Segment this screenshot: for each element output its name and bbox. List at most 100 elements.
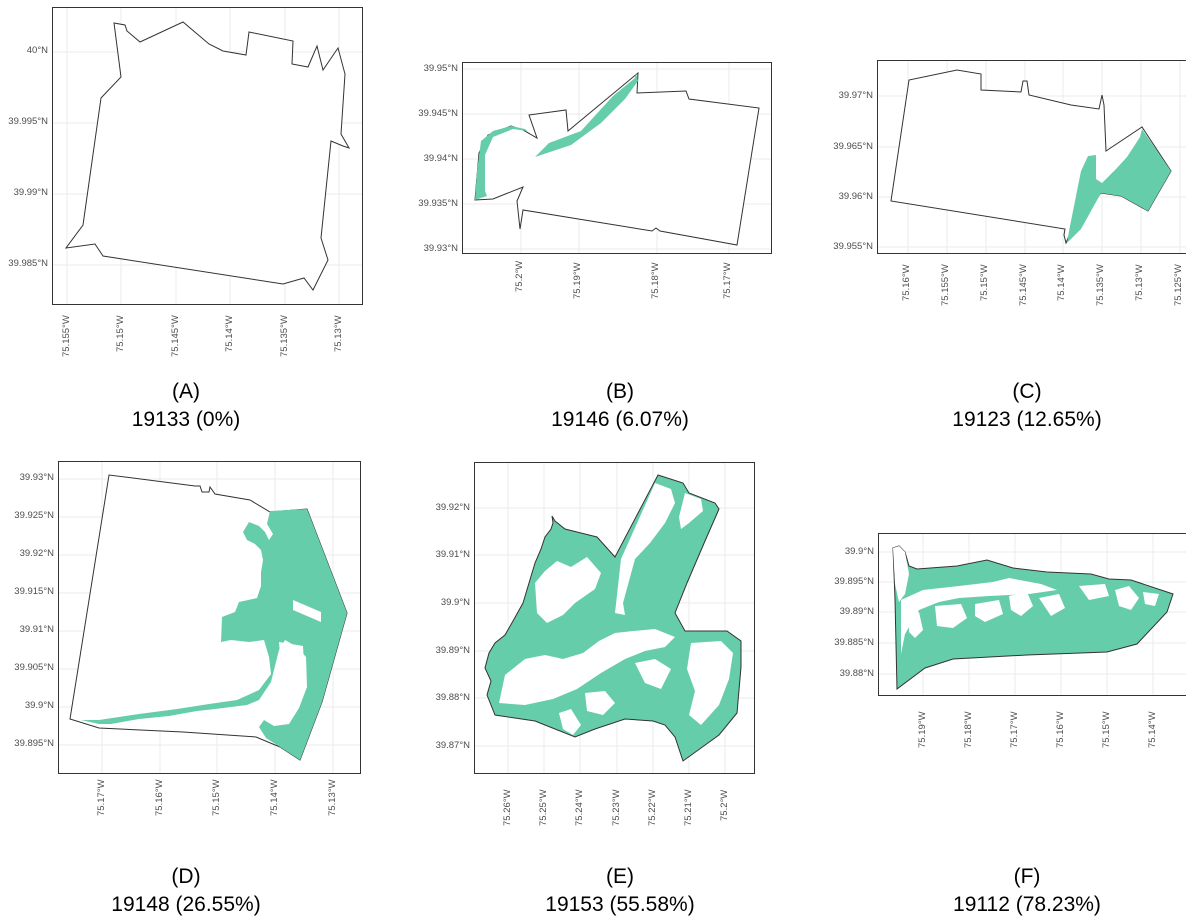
- y-tick-label: 39.91°N: [435, 549, 470, 560]
- map-canvas: [878, 61, 1186, 253]
- y-tick-label: 39.89°N: [435, 645, 470, 656]
- y-tick-label: 39.915°N: [14, 586, 54, 597]
- y-tick-label: 39.97°N: [838, 90, 873, 101]
- y-tick-label: 39.93°N: [19, 472, 54, 483]
- x-tick-label: 75.19°W: [917, 711, 928, 748]
- map-plot: [52, 7, 363, 305]
- y-tick-label: 39.9°N: [24, 700, 54, 711]
- x-tick-label: 75.13°W: [327, 779, 338, 816]
- y-tick-label: 39.96°N: [838, 191, 873, 202]
- x-tick-label: 75.145°W: [1018, 264, 1029, 306]
- y-tick-label: 40°N: [26, 45, 48, 56]
- map-plot: [58, 461, 361, 774]
- x-tick-label: 75.15°W: [1101, 711, 1112, 748]
- y-tick-label: 39.88°N: [435, 692, 470, 703]
- x-tick-label: 75.15°W: [115, 315, 126, 352]
- map-plot: [462, 62, 772, 254]
- map-canvas: [53, 8, 362, 304]
- x-tick-label: 75.23°W: [611, 789, 622, 826]
- y-tick-label: 39.88°N: [839, 668, 874, 679]
- map-canvas: [463, 63, 771, 253]
- x-tick-label: 75.17°W: [722, 262, 733, 299]
- flood-area: [475, 126, 533, 200]
- x-tick-label: 75.135°W: [1095, 264, 1106, 306]
- x-tick-label: 75.18°W: [650, 262, 661, 299]
- y-tick-label: 39.945°N: [418, 108, 458, 119]
- y-tick-label: 39.9°N: [844, 546, 874, 557]
- x-tick-label: 75.17°W: [96, 779, 107, 816]
- y-tick-label: 39.94°N: [423, 153, 458, 164]
- x-tick-label: 75.145°W: [170, 315, 181, 357]
- x-tick-label: 75.13°W: [333, 315, 344, 352]
- x-tick-label: 75.14°W: [224, 315, 235, 352]
- x-tick-label: 75.13°W: [1134, 264, 1145, 301]
- dry-land-areas: [499, 483, 733, 735]
- panel-letter: (C): [1012, 380, 1042, 403]
- panel-caption: 19148 (26.55%): [111, 893, 261, 916]
- y-tick-label: 39.895°N: [14, 738, 54, 749]
- x-tick-label: 75.155°W: [940, 264, 951, 306]
- map-canvas: [879, 534, 1186, 695]
- x-tick-label: 75.25°W: [538, 789, 549, 826]
- y-tick-label: 39.905°N: [14, 662, 54, 673]
- flood-area: [535, 73, 638, 157]
- panel-caption: 19123 (12.65%): [952, 408, 1102, 431]
- y-tick-label: 39.99°N: [13, 187, 48, 198]
- x-tick-label: 75.16°W: [1055, 711, 1066, 748]
- x-tick-label: 75.135°W: [279, 315, 290, 357]
- x-tick-label: 75.24°W: [574, 789, 585, 826]
- x-tick-label: 75.18°W: [963, 711, 974, 748]
- map-plot: [474, 462, 755, 774]
- y-tick-label: 39.995°N: [8, 116, 48, 127]
- y-tick-label: 39.955°N: [833, 241, 873, 252]
- x-tick-label: 75.15°W: [211, 779, 222, 816]
- x-tick-label: 75.14°W: [269, 779, 280, 816]
- map-plot: [878, 533, 1186, 696]
- panel-caption: 19112 (78.23%): [953, 893, 1101, 916]
- x-tick-label: 75.22°W: [647, 789, 658, 826]
- x-tick-label: 75.14°W: [1056, 264, 1067, 301]
- x-tick-label: 75.2°W: [719, 789, 730, 821]
- y-tick-label: 39.95°N: [423, 63, 458, 74]
- x-tick-label: 75.2°W: [514, 260, 525, 292]
- x-tick-label: 75.16°W: [154, 779, 165, 816]
- x-tick-label: 75.155°W: [61, 315, 72, 357]
- x-tick-label: 75.14°W: [1147, 711, 1158, 748]
- y-tick-label: 39.935°N: [418, 198, 458, 209]
- panel-letter: (B): [606, 380, 634, 403]
- x-tick-label: 75.16°W: [901, 264, 912, 301]
- y-tick-label: 39.965°N: [833, 141, 873, 152]
- x-tick-label: 75.19°W: [572, 262, 583, 299]
- flood-area: [293, 600, 321, 622]
- x-tick-label: 75.125°W: [1173, 264, 1184, 306]
- y-tick-label: 39.92°N: [435, 502, 470, 513]
- y-tick-label: 39.89°N: [839, 606, 874, 617]
- x-tick-label: 75.21°W: [683, 789, 694, 826]
- y-tick-label: 39.925°N: [14, 510, 54, 521]
- dry-land-areas: [893, 546, 1159, 654]
- panel-caption: 19133 (0%): [131, 408, 241, 431]
- panel-letter: (F): [1013, 865, 1041, 888]
- panel-letter: (A): [172, 380, 200, 403]
- zip-boundary: [892, 545, 1174, 690]
- flood-area: [1067, 129, 1171, 243]
- map-plot: [877, 60, 1186, 254]
- y-tick-label: 39.885°N: [834, 637, 874, 648]
- map-canvas: [59, 462, 360, 773]
- flood-area: [275, 642, 305, 720]
- y-tick-label: 39.91°N: [19, 624, 54, 635]
- x-tick-label: 75.17°W: [1009, 711, 1020, 748]
- x-tick-label: 75.15°W: [979, 264, 990, 301]
- panel-caption: 19153 (55.58%): [545, 893, 695, 916]
- map-canvas: [475, 463, 754, 773]
- zip-boundary: [64, 21, 351, 291]
- y-tick-label: 39.9°N: [440, 597, 470, 608]
- flood-area: [73, 509, 347, 760]
- y-tick-label: 39.92°N: [19, 548, 54, 559]
- x-tick-label: 75.26°W: [502, 789, 513, 826]
- y-tick-label: 39.985°N: [8, 258, 48, 269]
- y-tick-label: 39.895°N: [834, 576, 874, 587]
- y-tick-label: 39.87°N: [435, 740, 470, 751]
- y-tick-label: 39.93°N: [423, 243, 458, 254]
- panel-caption: 19146 (6.07%): [551, 408, 689, 431]
